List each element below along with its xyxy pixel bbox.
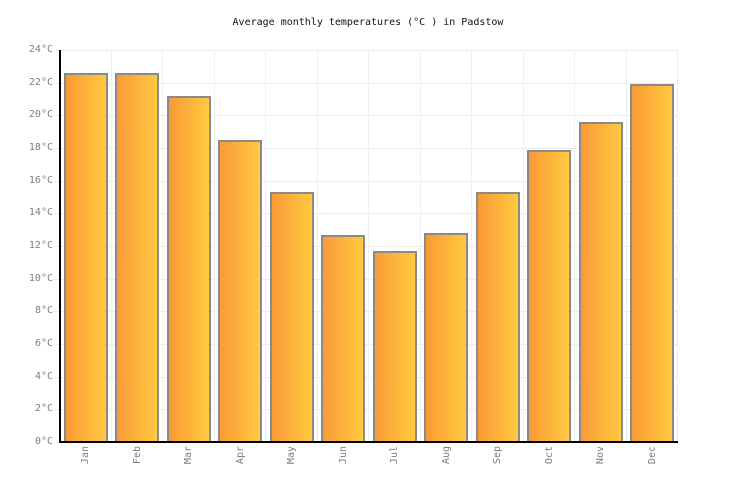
x-label-nov: Nov <box>595 446 607 465</box>
bar-dec <box>630 84 675 442</box>
x-label-wrap-aug: Aug <box>421 446 473 492</box>
x-label-wrap-may: May <box>266 446 318 492</box>
bar-jan <box>63 72 108 442</box>
h-gridline-18 <box>54 148 678 149</box>
v-gridline-3 <box>213 50 215 442</box>
x-label-wrap-sep: Sep <box>472 446 524 492</box>
h-gridline-10 <box>54 278 678 280</box>
h-gridline-4 <box>54 376 678 378</box>
h-gridline-20 <box>54 115 678 117</box>
plot-area <box>54 50 678 443</box>
y-label-4: 4°C <box>34 370 53 382</box>
bar-mar <box>166 95 211 442</box>
y-label-10: 10°C <box>28 272 53 284</box>
v-gridline-9 <box>522 50 524 442</box>
y-label-2: 2°C <box>34 403 53 415</box>
x-label-wrap-oct: Oct <box>524 446 576 492</box>
h-gridline-16 <box>54 180 678 182</box>
v-gridline-1 <box>110 50 112 442</box>
bar-aug <box>424 232 469 442</box>
x-label-dec: Dec <box>646 446 658 465</box>
x-label-wrap-nov: Nov <box>575 446 627 492</box>
x-label-wrap-feb: Feb <box>112 446 164 492</box>
x-label-aug: Aug <box>440 446 452 465</box>
x-label-feb: Feb <box>131 446 143 465</box>
v-gridline-11 <box>625 50 627 442</box>
v-gridline-12 <box>677 50 678 442</box>
bar-sep <box>475 192 520 442</box>
h-gridline-24 <box>54 50 678 51</box>
h-gridline-22 <box>54 82 678 84</box>
x-label-wrap-mar: Mar <box>163 446 215 492</box>
y-label-12: 12°C <box>28 240 53 251</box>
x-label-wrap-jan: Jan <box>60 446 112 492</box>
y-label-8: 8°C <box>34 305 53 317</box>
x-axis-line <box>59 441 678 443</box>
x-label-wrap-jul: Jul <box>369 446 421 492</box>
x-label-jun: Jun <box>337 446 349 465</box>
h-gridline-8 <box>54 311 678 313</box>
y-label-18: 18°C <box>28 142 53 153</box>
y-label-0: 0°C <box>34 436 53 447</box>
v-gridline-8 <box>471 50 472 442</box>
y-label-6: 6°C <box>34 338 53 349</box>
x-label-wrap-jun: Jun <box>318 446 370 492</box>
x-label-sep: Sep <box>492 446 504 465</box>
v-gridline-6 <box>368 50 369 442</box>
h-gridline-12 <box>54 246 678 247</box>
v-gridline-2 <box>162 50 163 442</box>
x-label-wrap-dec: Dec <box>627 446 679 492</box>
y-axis-line <box>59 50 61 443</box>
bar-oct <box>527 149 572 442</box>
y-label-14: 14°C <box>28 207 53 219</box>
h-gridline-2 <box>54 409 678 411</box>
x-label-apr: Apr <box>234 446 246 465</box>
bar-apr <box>218 139 263 442</box>
y-label-22: 22°C <box>28 76 53 88</box>
x-label-jul: Jul <box>389 446 401 465</box>
y-label-16: 16°C <box>28 174 53 186</box>
v-gridline-4 <box>265 50 266 442</box>
v-gridline-10 <box>574 50 575 442</box>
x-label-may: May <box>286 446 298 465</box>
x-label-wrap-apr: Apr <box>215 446 267 492</box>
y-label-20: 20°C <box>28 109 53 121</box>
bar-jun <box>321 234 366 442</box>
x-label-mar: Mar <box>183 446 195 465</box>
v-gridline-7 <box>419 50 421 442</box>
bar-jul <box>372 250 417 442</box>
bar-feb <box>115 72 160 442</box>
bar-nov <box>578 121 623 442</box>
h-gridline-6 <box>54 344 678 345</box>
y-label-24: 24°C <box>28 44 53 55</box>
bar-may <box>269 192 314 442</box>
x-label-jan: Jan <box>80 446 92 465</box>
chart-title: Average monthly temperatures (°C ) in Pa… <box>232 17 504 28</box>
h-gridline-14 <box>54 213 678 215</box>
x-label-oct: Oct <box>543 446 555 465</box>
v-gridline-5 <box>316 50 318 442</box>
